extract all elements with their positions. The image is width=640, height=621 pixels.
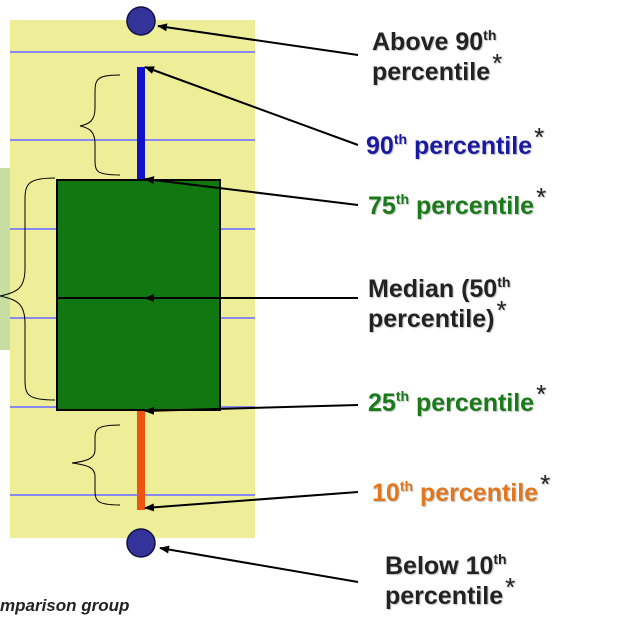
label-text: 10 (372, 479, 400, 507)
label-text: Below 10 (385, 552, 494, 580)
asterisk: * (505, 571, 516, 602)
arrow-25th (144, 404, 359, 415)
brace-lower-whisker (71, 424, 121, 506)
brace-box (0, 177, 56, 401)
label-text: percentile) (368, 304, 495, 333)
label-superscript: th (395, 191, 410, 207)
label-text: percentile (409, 192, 535, 220)
label-superscript: th (497, 274, 511, 290)
arrow-90th (144, 66, 359, 146)
asterisk: * (492, 47, 503, 78)
arrow-below-10 (159, 545, 359, 583)
label-75th-percentile: 75th percentile* (368, 182, 546, 221)
label-text: percentile (409, 389, 535, 417)
asterisk: * (534, 122, 545, 152)
arrow-above-90 (157, 23, 359, 56)
label-text: percentile (407, 132, 533, 160)
arrow-10th (144, 491, 359, 512)
label-text: 75 (368, 192, 396, 220)
label-superscript: th (399, 478, 414, 494)
label-below-10th: Below 10th percentile* (385, 551, 515, 611)
label-above-90th: Above 90th percentile* (372, 27, 502, 87)
label-median: Median (50th percentile)* (368, 274, 510, 334)
asterisk: * (536, 379, 547, 409)
caption-comparison-group: mparison group (0, 596, 130, 615)
label-10th-percentile: 10th percentile* (372, 469, 550, 508)
label-90th-percentile: 90th percentile* (366, 122, 544, 161)
label-text: percentile (413, 479, 539, 507)
label-text: Median (50 (368, 275, 498, 303)
asterisk: * (496, 294, 507, 325)
outlier-dot-below (126, 528, 156, 558)
pointer-arrows (144, 23, 359, 583)
brace-upper-whisker (79, 74, 121, 176)
label-text: 90 (366, 132, 394, 160)
label-text: percentile (372, 57, 491, 86)
outlier-dot-above (126, 6, 156, 36)
label-superscript: th (393, 131, 408, 147)
label-text: 25 (368, 389, 396, 417)
asterisk: * (540, 469, 551, 499)
asterisk: * (536, 182, 547, 212)
arrow-75th (144, 176, 359, 206)
label-text: Above 90 (372, 28, 484, 56)
label-25th-percentile: 25th percentile* (368, 379, 546, 418)
label-text: percentile (385, 581, 504, 610)
label-superscript: th (493, 551, 507, 567)
label-superscript: th (395, 388, 410, 404)
label-superscript: th (483, 27, 497, 43)
interquartile-box (56, 179, 221, 411)
